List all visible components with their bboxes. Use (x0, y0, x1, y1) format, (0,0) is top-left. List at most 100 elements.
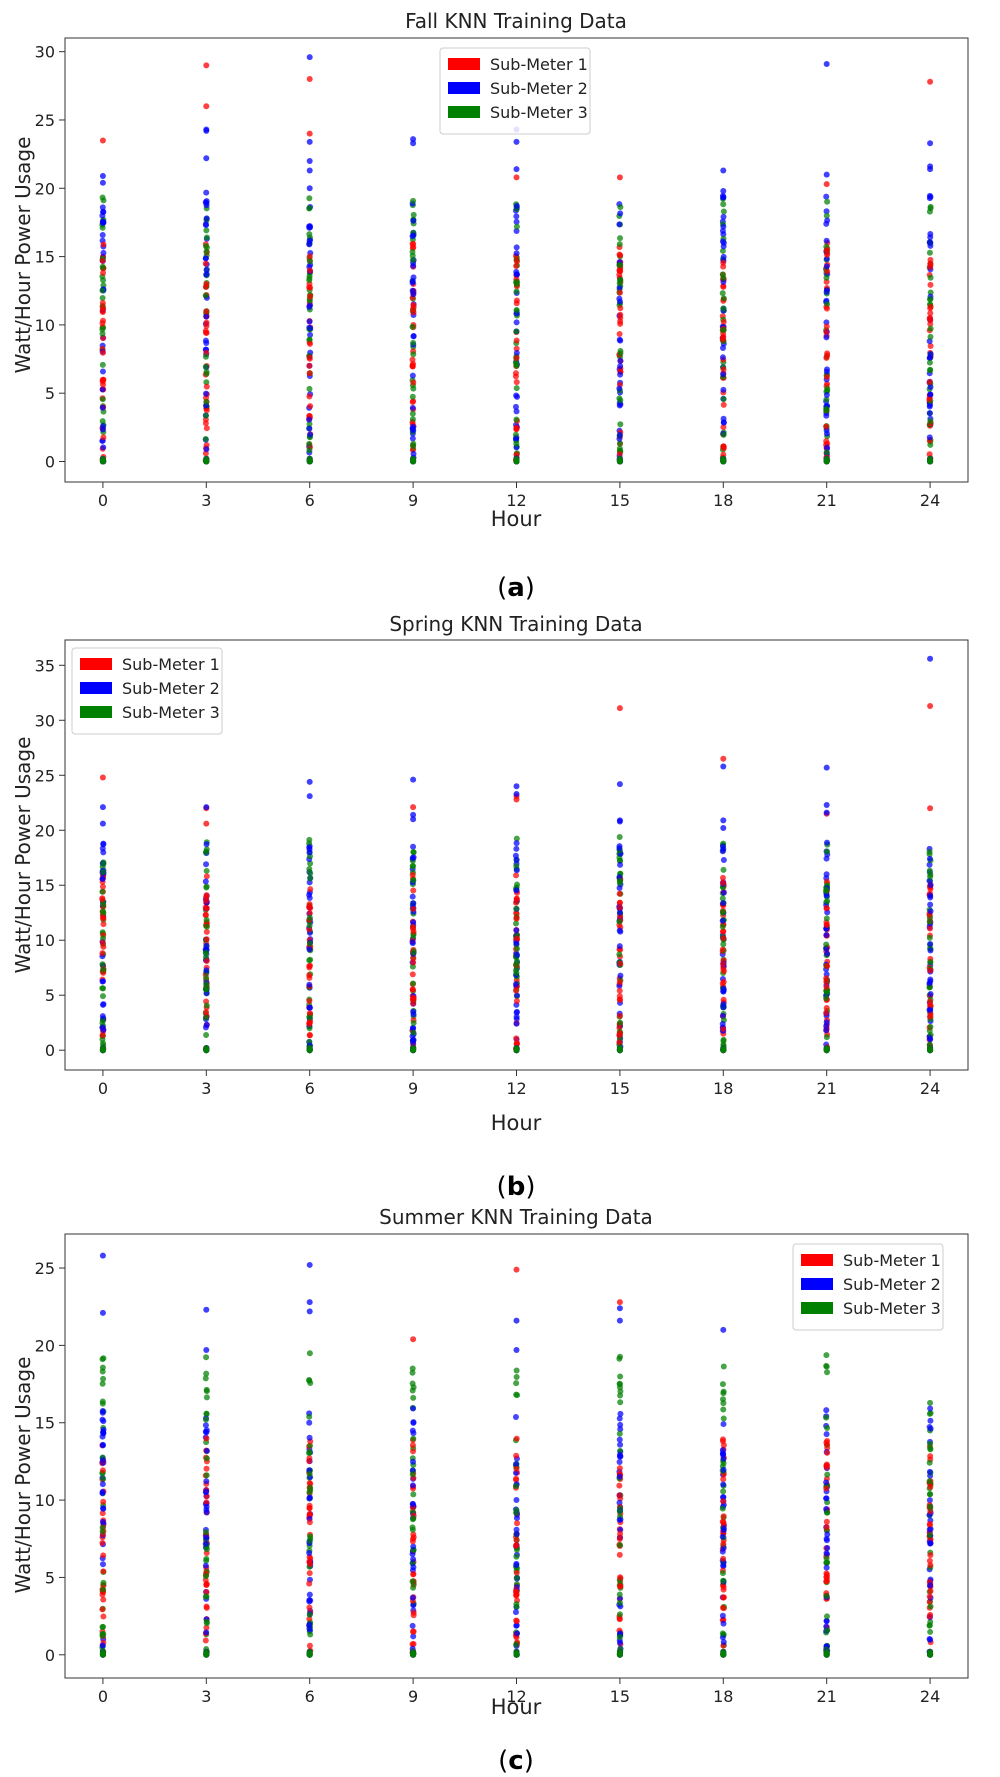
point-sub-meter-2 (203, 841, 210, 848)
point-sub-meter-3 (409, 323, 416, 330)
outlier-sub-meter-2 (306, 793, 313, 800)
point-sub-meter-3 (513, 1373, 520, 1380)
point-sub-meter-2 (99, 1481, 106, 1488)
point-sub-meter-1 (720, 935, 727, 942)
point-sub-meter-3 (409, 1578, 416, 1585)
outlier-sub-meter-2 (616, 818, 623, 825)
y-tick-label: 35 (35, 656, 55, 675)
point-sub-meter-2 (409, 1024, 416, 1031)
point-sub-meter-1 (927, 1588, 934, 1595)
point-sub-meter-3 (823, 212, 830, 219)
point-sub-meter-2 (719, 1533, 726, 1540)
point-sub-meter-1 (823, 1464, 830, 1471)
outlier-sub-meter-1 (203, 820, 210, 827)
point-sub-meter-2 (514, 952, 521, 959)
point-sub-meter-3 (410, 211, 417, 218)
point-sub-meter-3 (203, 370, 210, 377)
point-sub-meter-3 (616, 918, 623, 925)
point-sub-meter-3 (409, 1471, 416, 1478)
point-sub-meter-2 (410, 919, 417, 926)
point-sub-meter-2 (99, 1416, 106, 1423)
point-sub-meter-2 (306, 1495, 313, 1502)
point-sub-meter-3 (99, 985, 106, 992)
point-sub-meter-1 (513, 355, 520, 362)
point-sub-meter-3 (616, 834, 623, 841)
outlier-sub-meter-2 (927, 140, 934, 147)
point-sub-meter-1 (202, 327, 209, 334)
point-sub-meter-2 (203, 1509, 210, 1516)
point-sub-meter-3 (203, 846, 210, 853)
point-sub-meter-3 (926, 1532, 933, 1539)
legend-swatch (448, 58, 480, 70)
point-sub-meter-2 (719, 192, 726, 199)
x-tick-label: 6 (305, 1079, 315, 1098)
point-sub-meter-1 (720, 1025, 727, 1032)
x-tick-label: 18 (713, 1079, 733, 1098)
point-sub-meter-2 (99, 1001, 106, 1008)
point-sub-meter-2 (202, 221, 209, 228)
point-sub-meter-1 (513, 424, 520, 431)
point-sub-meter-2 (410, 1633, 417, 1640)
x-tick-label: 24 (920, 491, 940, 510)
point-sub-meter-3 (306, 1611, 313, 1618)
legend-label: Sub-Meter 1 (843, 1251, 941, 1270)
point-sub-meter-1 (203, 897, 210, 904)
point-sub-meter-1 (927, 1453, 934, 1460)
point-sub-meter-1 (720, 1476, 727, 1483)
point-sub-meter-1 (720, 263, 727, 270)
outlier-sub-meter-1 (513, 174, 520, 181)
point-sub-meter-1 (617, 252, 624, 259)
point-sub-meter-3 (306, 1537, 313, 1544)
point-sub-meter-3 (823, 396, 830, 403)
point-sub-meter-2 (307, 224, 314, 231)
point-sub-meter-3 (203, 1002, 210, 1009)
point-sub-meter-3 (823, 1648, 830, 1655)
point-sub-meter-3 (513, 1045, 520, 1052)
outlier-sub-meter-2 (410, 136, 417, 143)
point-sub-meter-1 (307, 340, 314, 347)
point-sub-meter-1 (616, 289, 623, 296)
point-sub-meter-3 (617, 1353, 624, 1360)
point-sub-meter-1 (99, 257, 106, 264)
point-sub-meter-3 (927, 1023, 934, 1030)
point-sub-meter-1 (720, 424, 727, 431)
point-sub-meter-1 (513, 1536, 520, 1543)
point-sub-meter-1 (823, 423, 830, 430)
point-sub-meter-1 (927, 264, 934, 271)
point-sub-meter-3 (927, 1603, 934, 1610)
point-sub-meter-3 (719, 1396, 726, 1403)
outlier-sub-meter-2 (927, 166, 934, 173)
point-sub-meter-2 (99, 386, 106, 393)
point-sub-meter-2 (410, 1405, 417, 1412)
point-sub-meter-2 (203, 1488, 210, 1495)
point-sub-meter-3 (99, 455, 106, 462)
outlier-sub-meter-2 (203, 1306, 210, 1313)
point-sub-meter-1 (720, 1513, 727, 1520)
point-sub-meter-1 (824, 1449, 831, 1456)
point-sub-meter-2 (99, 1457, 106, 1464)
point-sub-meter-3 (100, 910, 107, 917)
point-sub-meter-1 (203, 905, 210, 912)
panel-caption: (c) (498, 1746, 534, 1776)
panel-b: Spring KNN Training Data 0 3 6 9 12 15 18 21 240… (11, 612, 969, 1202)
point-sub-meter-3 (307, 870, 314, 877)
outlier-sub-meter-2 (720, 188, 727, 195)
point-sub-meter-2 (720, 386, 727, 393)
point-sub-meter-2 (823, 1495, 830, 1502)
point-sub-meter-1 (514, 935, 521, 942)
point-sub-meter-1 (306, 910, 313, 917)
outlier-sub-meter-1 (513, 796, 520, 803)
x-axis-label: Hour (491, 1111, 542, 1135)
point-sub-meter-2 (409, 1594, 416, 1601)
point-sub-meter-1 (99, 320, 106, 327)
point-sub-meter-3 (410, 949, 417, 956)
point-sub-meter-1 (99, 1467, 106, 1474)
y-tick-label: 20 (35, 179, 55, 198)
y-axis-label: Watt/Hour Power Usage (11, 1357, 35, 1594)
legend-swatch (448, 82, 480, 94)
point-sub-meter-3 (306, 277, 313, 284)
point-sub-meter-2 (410, 1011, 417, 1018)
point-sub-meter-2 (927, 892, 934, 899)
point-sub-meter-1 (617, 320, 624, 327)
point-sub-meter-2 (306, 895, 313, 902)
